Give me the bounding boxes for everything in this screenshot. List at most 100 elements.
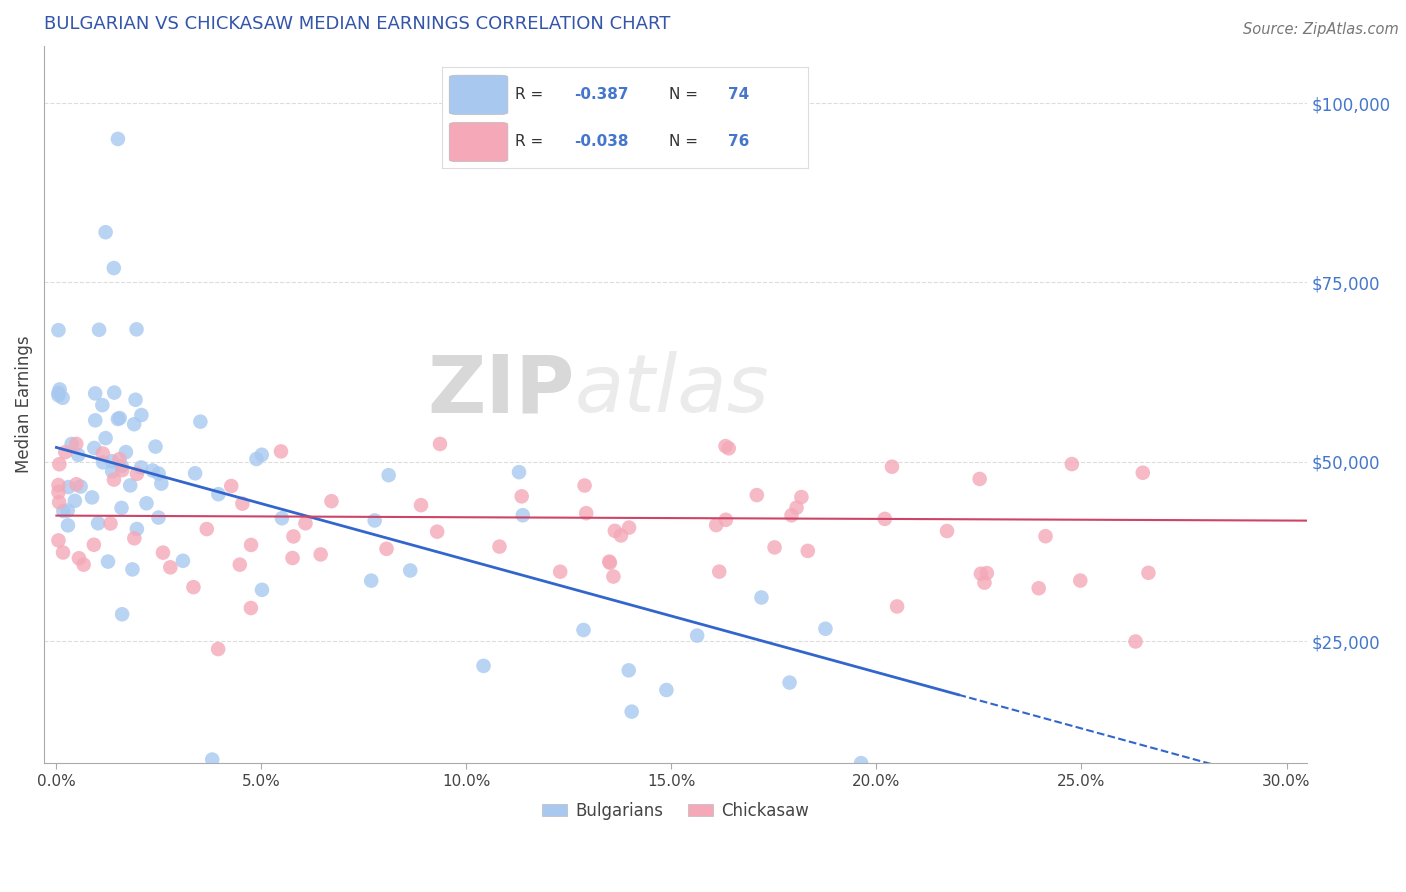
Legend: Bulgarians, Chickasaw: Bulgarians, Chickasaw	[536, 795, 815, 827]
Point	[152, 546, 174, 560]
Point	[108, 411, 131, 425]
Point	[94, 225, 117, 239]
Point	[610, 528, 633, 542]
Point	[103, 473, 125, 487]
Point	[101, 464, 124, 478]
Point	[124, 392, 146, 407]
Point	[973, 575, 995, 590]
Point	[56, 503, 79, 517]
Point	[207, 642, 229, 657]
Point	[91, 446, 114, 460]
Point	[704, 518, 727, 533]
Point	[717, 442, 740, 456]
Text: Source: ZipAtlas.com: Source: ZipAtlas.com	[1243, 22, 1399, 37]
Point	[48, 388, 70, 402]
Point	[229, 558, 252, 572]
Point	[69, 479, 91, 493]
Point	[763, 541, 786, 555]
Point	[48, 533, 70, 548]
Point	[148, 467, 170, 481]
Point	[111, 607, 134, 622]
Point	[1137, 566, 1160, 580]
Point	[655, 683, 678, 698]
Text: BULGARIAN VS CHICKASAW MEDIAN EARNINGS CORRELATION CHART: BULGARIAN VS CHICKASAW MEDIAN EARNINGS C…	[44, 15, 671, 33]
Point	[48, 386, 70, 401]
Point	[48, 457, 70, 471]
Point	[1132, 466, 1154, 480]
Point	[790, 490, 813, 504]
Point	[190, 415, 212, 429]
Point	[1069, 574, 1091, 588]
Point	[617, 520, 640, 534]
Point	[409, 498, 432, 512]
Point	[103, 261, 125, 276]
Point	[84, 413, 107, 427]
Point	[873, 512, 896, 526]
Point	[575, 506, 598, 520]
Point	[184, 467, 207, 481]
Point	[110, 500, 132, 515]
Point	[87, 323, 110, 337]
Point	[94, 431, 117, 445]
Point	[598, 555, 620, 569]
Point	[936, 524, 959, 538]
Point	[67, 448, 90, 462]
Point	[786, 500, 808, 515]
Point	[148, 510, 170, 524]
Point	[183, 580, 205, 594]
Point	[1060, 457, 1083, 471]
Point	[84, 386, 107, 401]
Point	[107, 132, 129, 146]
Point	[880, 459, 903, 474]
Point	[321, 494, 343, 508]
Point	[159, 560, 181, 574]
Point	[83, 538, 105, 552]
Point	[219, 479, 242, 493]
Point	[91, 398, 114, 412]
Point	[231, 497, 253, 511]
Point	[714, 513, 737, 527]
Point	[617, 664, 640, 678]
Point	[309, 548, 332, 562]
Point	[103, 385, 125, 400]
Point	[709, 565, 731, 579]
Point	[602, 569, 624, 583]
Point	[472, 658, 495, 673]
Point	[53, 445, 76, 459]
Point	[574, 478, 596, 492]
Point	[512, 508, 534, 523]
Point	[110, 458, 132, 473]
Point	[48, 323, 70, 337]
Point	[572, 623, 595, 637]
Point	[108, 452, 131, 467]
Point	[63, 493, 86, 508]
Point	[111, 463, 134, 477]
Point	[131, 408, 153, 422]
Point	[1035, 529, 1057, 543]
Point	[107, 412, 129, 426]
Point	[240, 538, 263, 552]
Point	[548, 565, 571, 579]
Point	[603, 524, 626, 538]
Point	[145, 440, 167, 454]
Point	[58, 480, 80, 494]
Point	[87, 516, 110, 531]
Point	[72, 558, 94, 572]
Point	[115, 445, 138, 459]
Point	[48, 478, 70, 492]
Point	[83, 441, 105, 455]
Point	[714, 439, 737, 453]
Point	[886, 599, 908, 614]
Point	[60, 437, 83, 451]
Point	[48, 495, 70, 509]
Point	[101, 454, 124, 468]
Point	[65, 437, 87, 451]
Text: atlas: atlas	[575, 351, 769, 429]
Point	[150, 476, 173, 491]
Point	[363, 513, 385, 527]
Point	[849, 756, 872, 771]
Point	[97, 555, 120, 569]
Point	[48, 485, 70, 500]
Point	[135, 496, 157, 510]
Point	[125, 522, 148, 536]
